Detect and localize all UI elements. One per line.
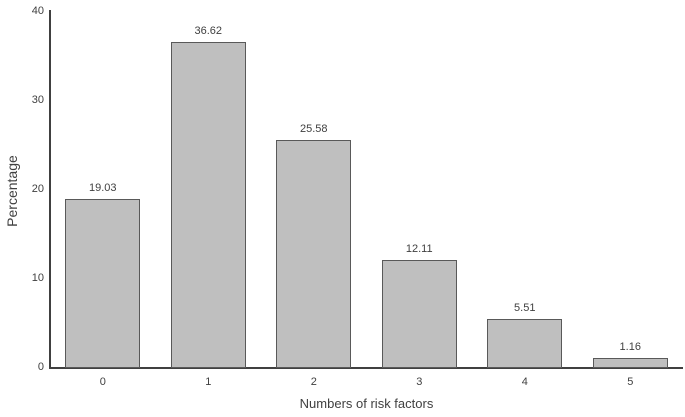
bar bbox=[65, 198, 141, 368]
x-tick-label: 0 bbox=[99, 376, 106, 388]
bar bbox=[487, 318, 563, 368]
bar bbox=[592, 357, 668, 368]
x-tick-label: 2 bbox=[310, 376, 317, 388]
y-tick-label: 40 bbox=[31, 5, 44, 17]
x-tick-label: 5 bbox=[627, 376, 634, 388]
y-axis-line bbox=[49, 10, 51, 369]
y-tick-label: 0 bbox=[37, 361, 44, 373]
bar-value-label: 5.51 bbox=[514, 301, 536, 314]
y-tick-label: 10 bbox=[31, 272, 44, 284]
x-axis-line bbox=[49, 367, 683, 369]
x-tick-label: 1 bbox=[205, 376, 212, 388]
x-axis-title: Numbers of risk factors bbox=[299, 396, 434, 411]
x-tick-label: 3 bbox=[416, 376, 423, 388]
bar-value-label: 36.62 bbox=[194, 25, 223, 38]
bar-value-label: 25.58 bbox=[299, 123, 328, 136]
bar-value-label: 12.11 bbox=[405, 243, 433, 256]
bar-value-label: 1.16 bbox=[619, 340, 641, 353]
bar-value-label: 19.03 bbox=[88, 181, 117, 194]
bar bbox=[381, 260, 457, 368]
y-tick-label: 30 bbox=[31, 94, 44, 106]
bar bbox=[276, 140, 352, 368]
bar bbox=[170, 42, 246, 368]
y-tick-label: 20 bbox=[31, 183, 44, 195]
x-tick-label: 4 bbox=[521, 376, 528, 388]
